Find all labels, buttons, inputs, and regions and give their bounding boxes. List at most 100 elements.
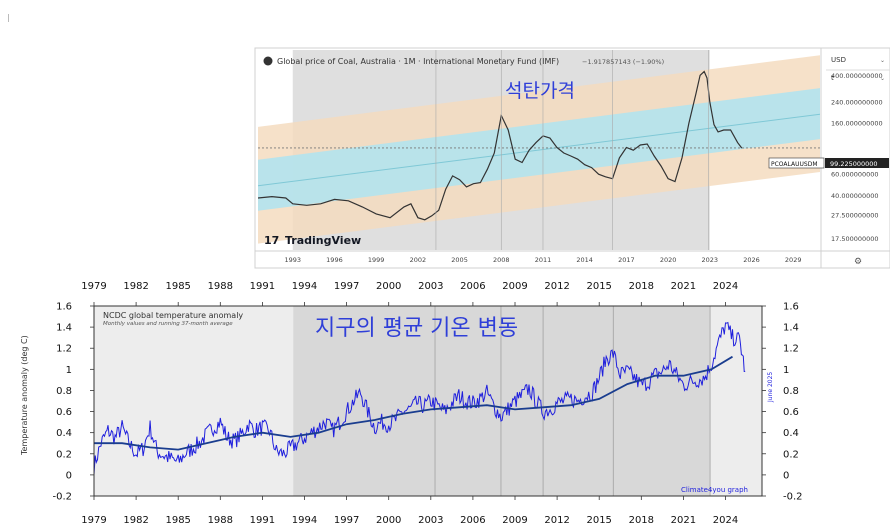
temp-y-tick-label-right: 0.8	[783, 386, 799, 397]
temp-x-tick-label-bottom: 2000	[376, 515, 401, 526]
coal-x-tick-label: 1993	[284, 256, 301, 264]
temp-side-note: June 2025	[767, 372, 774, 403]
coal-x-tick-label: 2014	[576, 256, 593, 264]
coal-x-tick-label: 1996	[326, 256, 343, 264]
temp-y-tick-label-right: 0.4	[783, 428, 799, 439]
temp-y-tick-label-left: 0.6	[56, 407, 72, 418]
corner-mark	[8, 14, 9, 22]
temp-chart-subtitle: Monthly values and running 37-month aver…	[103, 321, 233, 327]
temp-y-tick-label-left: 0.2	[56, 449, 72, 460]
temp-x-tick-label-top: 2009	[502, 281, 527, 292]
coal-x-tick-label: 2020	[660, 256, 677, 264]
temp-plot-frame	[93, 305, 763, 497]
temp-y-tick-label-right: 1.2	[783, 344, 799, 355]
temp-y-tick-label-left: 1.4	[56, 323, 72, 334]
temp-x-tick-label-top: 1991	[250, 281, 275, 292]
temp-x-tick-label-top: 1985	[165, 281, 190, 292]
coal-channel-midline	[258, 113, 820, 187]
temperature-anomaly-chart: NCDC global temperature anomaly Monthly …	[20, 281, 803, 526]
temp-y-tick-label-left: 1.2	[56, 344, 72, 355]
coal-y-tick-label: 400.000000000	[831, 72, 883, 80]
temp-x-tick-label-bottom: 2021	[671, 515, 696, 526]
coal-channel-inner	[258, 88, 820, 211]
temp-credit: Climate4you graph	[681, 486, 748, 494]
temp-monthly-line	[94, 321, 746, 475]
temp-y-tick-label-right: -0.2	[783, 492, 803, 503]
temp-y-tick-label-right: 0.6	[783, 407, 799, 418]
temp-x-tick-label-bottom: 1979	[81, 515, 106, 526]
temp-x-tick-label-bottom: 1988	[208, 515, 233, 526]
temp-x-tick-label-top: 2024	[713, 281, 738, 292]
coal-y-tick-label: 240.000000000	[831, 98, 883, 106]
temp-x-tick-label-bottom: 1985	[165, 515, 190, 526]
coal-chart-title: Global price of Coal, Australia · 1M · I…	[277, 57, 559, 66]
scale-chevron-icon[interactable]: ⌄	[880, 75, 885, 82]
temp-y-tick-label-left: 0.8	[56, 386, 72, 397]
temp-average-line	[94, 355, 733, 451]
imf-logo-icon	[263, 56, 273, 66]
coal-x-tick-label: 1999	[368, 256, 385, 264]
temp-x-tick-label-bottom: 1991	[250, 515, 275, 526]
temp-y-tick-label-right: 1.4	[783, 323, 799, 334]
temp-y-tick-label-left: 0.4	[56, 428, 72, 439]
temp-x-tick-label-top: 2012	[544, 281, 569, 292]
temp-chart-title: NCDC global temperature anomaly	[103, 311, 243, 320]
temp-x-tick-label-top: 2021	[671, 281, 696, 292]
currency-selector[interactable]: USD	[831, 56, 846, 64]
temp-x-tick-label-top: 1979	[81, 281, 106, 292]
scale-mode-selector[interactable]: t	[831, 74, 834, 82]
temp-y-tick-label-right: 1.6	[783, 302, 799, 313]
temp-y-tick-label-left: 1	[66, 365, 72, 376]
coal-price-tag-symbol: PCOALAUUSDM	[771, 161, 818, 168]
temp-x-tick-label-bottom: 2003	[418, 515, 443, 526]
temp-ylabel: Temperature anomaly (deg C)	[20, 335, 29, 456]
temp-x-tick-label-top: 2015	[586, 281, 611, 292]
temp-x-tick-label-bottom: 2015	[586, 515, 611, 526]
temp-y-tick-label-right: 0	[783, 470, 789, 481]
coal-x-tick-label: 2005	[451, 256, 468, 264]
temp-y-tick-label-left: -0.2	[52, 492, 72, 503]
temp-x-tick-label-bottom: 2006	[460, 515, 485, 526]
temp-x-tick-label-bottom: 1997	[334, 515, 359, 526]
coal-price-tag-box	[825, 158, 889, 168]
temp-y-tick-label-right: 1	[783, 365, 789, 376]
temp-x-tick-label-top: 2018	[629, 281, 654, 292]
temp-overlay-title: 지구의 평균 기온 변동	[315, 316, 518, 341]
coal-x-tick-label: 2011	[535, 256, 552, 264]
temp-x-tick-label-top: 2003	[418, 281, 443, 292]
temp-y-tick-label-left: 0	[66, 470, 72, 481]
coal-y-tick-label: 60.000000000	[831, 171, 879, 179]
coal-y-tick-label: 160.000000000	[831, 120, 883, 128]
temp-x-tick-label-top: 1997	[334, 281, 359, 292]
coal-y-tick-label: 17.500000000	[831, 235, 879, 243]
temp-y-tick-label-left: 1.6	[56, 302, 72, 313]
coal-x-tick-label: 2023	[702, 256, 719, 264]
temp-x-tick-label-bottom: 2018	[629, 515, 654, 526]
temp-x-tick-label-bottom: 2012	[544, 515, 569, 526]
temp-x-tick-label-top: 2006	[460, 281, 485, 292]
coal-x-tick-label: 2017	[618, 256, 635, 264]
coal-x-tick-label: 2026	[743, 256, 760, 264]
coal-chart-change: −1.917857143 (−1.90%)	[582, 58, 664, 66]
tradingview-logo-icon: 17	[264, 234, 279, 247]
coal-overlay-title: 석탄가격	[505, 80, 575, 102]
temp-x-tick-label-top: 1988	[208, 281, 233, 292]
coal-x-tick-label: 2002	[410, 256, 427, 264]
coal-x-tick-label: 2008	[493, 256, 510, 264]
coal-y-tick-label: 27.500000000	[831, 211, 879, 219]
coal-price-tag-value: 99.225000000	[830, 160, 878, 168]
temp-x-tick-label-bottom: 1994	[292, 515, 317, 526]
coal-price-line	[258, 70, 743, 221]
coal-price-tag-symbol-box	[768, 157, 825, 169]
temp-x-tick-label-top: 1994	[292, 281, 317, 292]
coal-y-tick-label: 40.000000000	[831, 192, 879, 200]
temp-y-tick-label-right: 0.2	[783, 449, 799, 460]
temp-x-tick-label-bottom: 2009	[502, 515, 527, 526]
temp-x-tick-label-bottom: 1982	[123, 515, 148, 526]
currency-chevron-icon[interactable]: ⌄	[880, 57, 885, 64]
temp-x-tick-label-top: 1982	[123, 281, 148, 292]
temp-x-tick-label-bottom: 2024	[713, 515, 738, 526]
chart-settings-icon[interactable]: ⚙	[854, 257, 862, 267]
coal-x-tick-label: 2029	[785, 256, 802, 264]
